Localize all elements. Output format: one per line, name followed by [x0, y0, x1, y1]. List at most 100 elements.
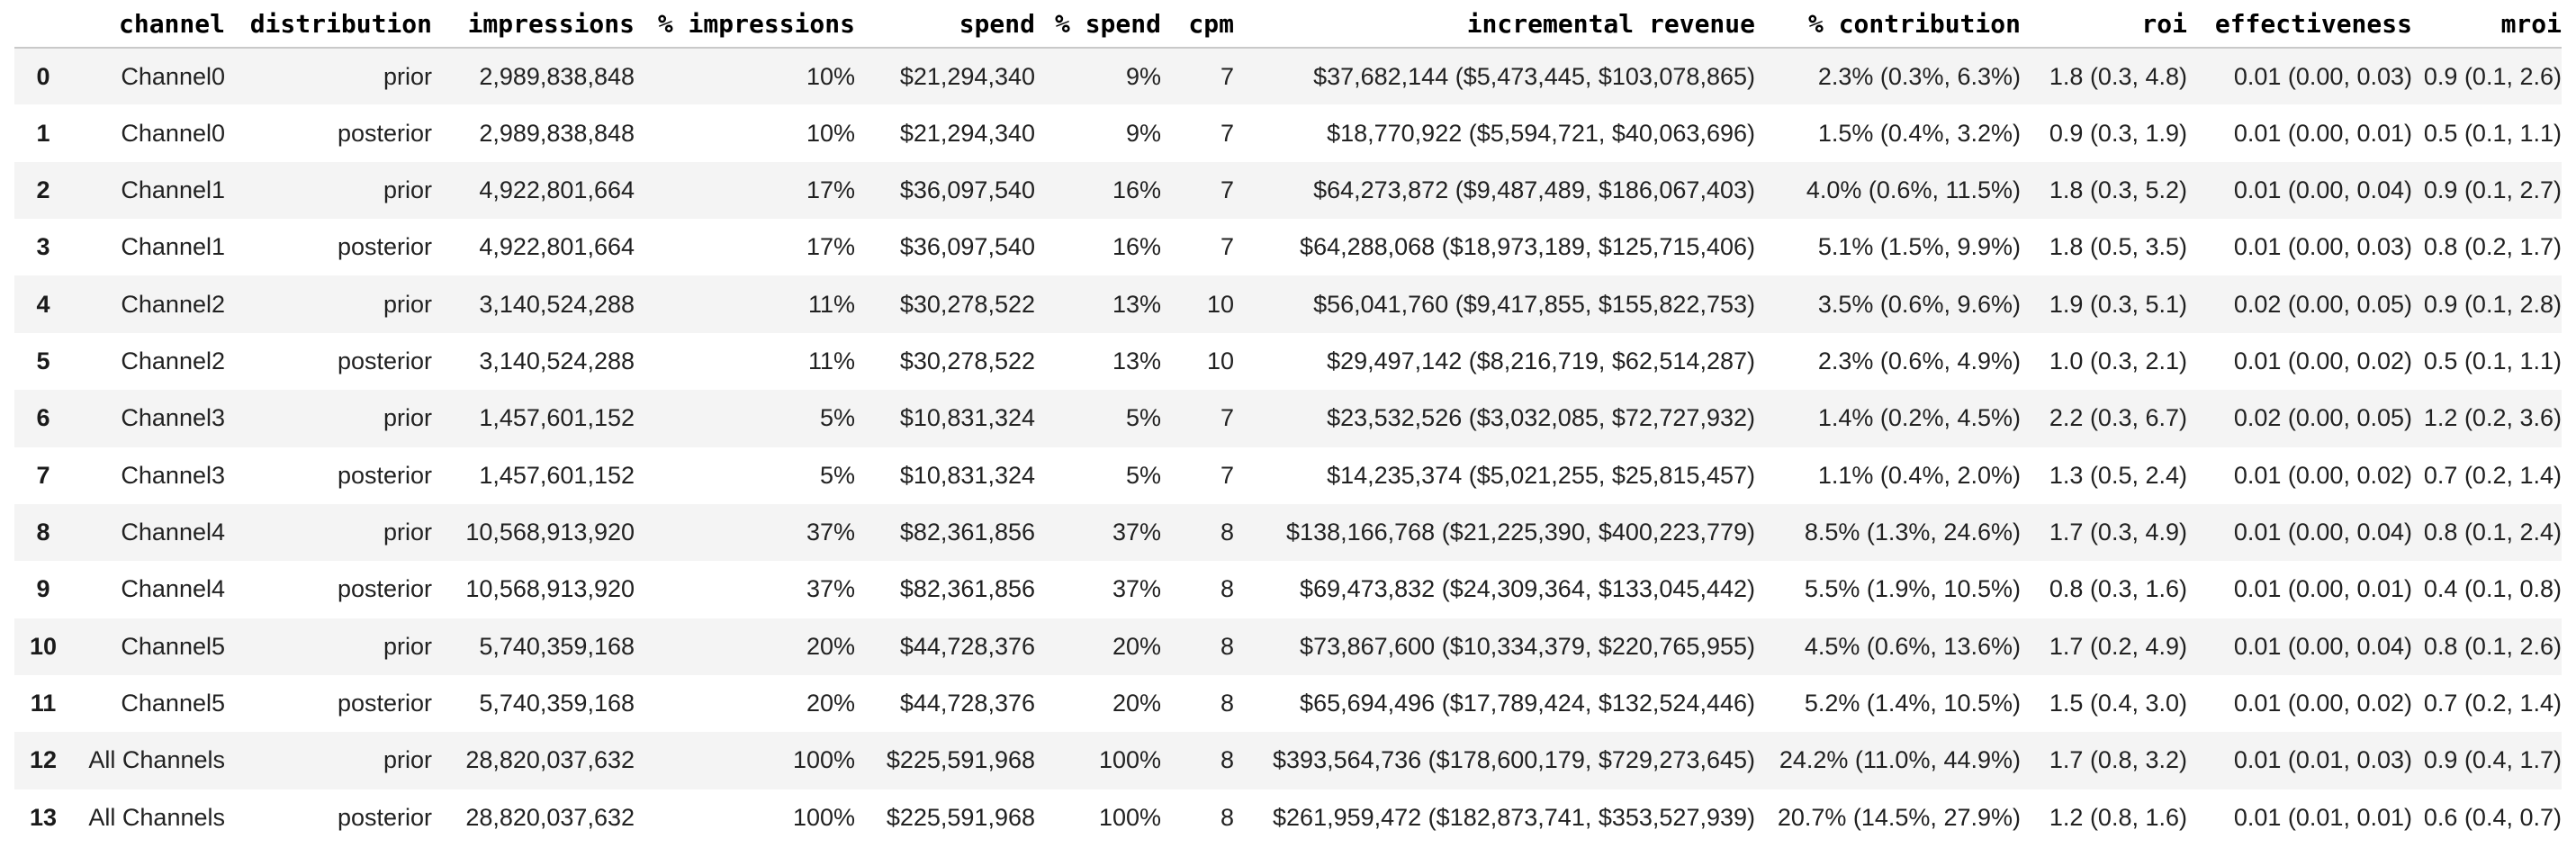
cell: posterior [337, 347, 432, 374]
row-index-cell: 7 [36, 461, 50, 489]
column-header-effectiveness: effectiveness [2187, 0, 2412, 49]
cell: 0.5 (0.1, 1.1) [2423, 347, 2562, 374]
cell: $225,591,968 [886, 746, 1035, 774]
cell: posterior [337, 690, 432, 717]
cell: 0.8 (0.1, 2.4) [2423, 519, 2562, 546]
cell: 1.1% (0.4%, 2.0%) [1817, 461, 2021, 489]
cell: 0.01 (0.00, 0.03) [2233, 62, 2412, 90]
cell: Channel1 [121, 176, 225, 203]
cell: 1.5% (0.4%, 3.2%) [1817, 119, 2021, 147]
cell: 0.9 (0.1, 2.8) [2423, 290, 2562, 318]
cell: 20% [806, 690, 855, 717]
cell: $82,361,856 [899, 519, 1035, 546]
cell: 7 [1220, 62, 1234, 90]
row-index-cell: 5 [36, 347, 50, 374]
cell: Channel2 [121, 290, 225, 318]
column-header-spend: % spend [1035, 0, 1161, 49]
column-header-cpm: cpm [1161, 0, 1234, 49]
column-header-impressions: % impressions [635, 0, 855, 49]
table-row: 0 Channel0 prior 2,989,838,848 10% $21,294,34… [14, 48, 2562, 105]
cell: 3,140,524,288 [479, 347, 635, 374]
cell: 1,457,601,152 [479, 461, 635, 489]
cell: 5% [1125, 461, 1161, 489]
cell: 0.7 (0.2, 1.4) [2423, 461, 2562, 489]
column-header-spend: spend [855, 0, 1035, 49]
cell: 0.8 (0.2, 1.7) [2423, 233, 2562, 261]
cell: 5.1% (1.5%, 9.9%) [1817, 233, 2021, 261]
cell: 10% [806, 119, 855, 147]
cell: posterior [337, 803, 432, 831]
table-row: 11 Channel5 posterior 5,740,359,168 20% $44,7… [14, 675, 2562, 732]
cell: 37% [806, 519, 855, 546]
row-index-cell: 6 [36, 404, 50, 432]
table-body: 0 Channel0 prior 2,989,838,848 10% $21,294,34… [14, 48, 2562, 846]
row-index-cell: 3 [36, 233, 50, 261]
cell: 8 [1220, 746, 1234, 774]
table-row: 8 Channel4 prior 10,568,913,920 37% $82,361,8… [14, 503, 2562, 562]
cell: 0.01 (0.00, 0.04) [2233, 632, 2412, 660]
cell: Channel5 [121, 632, 225, 660]
table-row: 4 Channel2 prior 3,140,524,288 11% $30,278,52… [14, 275, 2562, 333]
cell: 28,820,037,632 [465, 746, 635, 774]
cell: $44,728,376 [899, 690, 1035, 717]
cell: 9% [1125, 62, 1161, 90]
column-header-impressions: impressions [432, 0, 635, 49]
cell: 1.3 (0.5, 2.4) [2049, 461, 2187, 489]
cell: 1.4% (0.2%, 4.5%) [1817, 404, 2021, 432]
cell: 8 [1220, 690, 1234, 717]
cell: $225,591,968 [886, 803, 1035, 831]
table-row: 2 Channel1 prior 4,922,801,664 17% $36,097,54… [14, 161, 2562, 220]
index-column-header [14, 0, 72, 49]
cell: All Channels [88, 803, 225, 831]
table-row: 7 Channel3 posterior 1,457,601,152 5% $10,831… [14, 447, 2562, 504]
table-row: 12 All Channels prior 28,820,037,632 100% $22… [14, 732, 2562, 789]
cell: 5% [1125, 404, 1161, 432]
row-index-cell: 1 [36, 119, 50, 147]
cell: 0.02 (0.00, 0.05) [2233, 290, 2412, 318]
cell: All Channels [88, 746, 225, 774]
cell: Channel0 [121, 119, 225, 147]
cell: $23,532,526 ($3,032,085, $72,727,932) [1327, 404, 1755, 432]
cell: $36,097,540 [899, 233, 1035, 261]
cell: 10,568,913,920 [465, 519, 635, 546]
cell: 16% [1112, 233, 1161, 261]
cell: 37% [806, 575, 855, 603]
cell: 10 [1206, 290, 1234, 318]
column-header-incremental-revenue: incremental revenue [1234, 0, 1755, 49]
cell: $64,273,872 ($9,487,489, $186,067,403) [1313, 176, 1755, 203]
cell: 7 [1220, 233, 1234, 261]
cell: 20% [1112, 632, 1161, 660]
cell: 20.7% (14.5%, 27.9%) [1777, 803, 2021, 831]
column-header-contribution: % contribution [1755, 0, 2021, 49]
cell: 0.9 (0.1, 2.6) [2423, 62, 2562, 90]
cell: $30,278,522 [899, 347, 1035, 374]
cell: Channel4 [121, 575, 225, 603]
cell: 0.01 (0.00, 0.02) [2233, 347, 2412, 374]
row-index-cell: 4 [36, 290, 50, 318]
cell: Channel1 [121, 233, 225, 261]
cell: 37% [1112, 519, 1161, 546]
row-index-cell: 11 [30, 690, 57, 717]
cell: prior [383, 519, 432, 546]
cell: $21,294,340 [899, 119, 1035, 147]
cell: $69,473,832 ($24,309,364, $133,045,442) [1300, 575, 1755, 603]
cell: 0.01 (0.00, 0.01) [2233, 119, 2412, 147]
cell: 11% [807, 290, 855, 318]
cell: Channel2 [121, 347, 225, 374]
cell: 0.5 (0.1, 1.1) [2423, 119, 2562, 147]
table-row: 5 Channel2 posterior 3,140,524,288 11% $30,27… [14, 333, 2562, 390]
cell: 9% [1125, 119, 1161, 147]
row-index-cell: 0 [36, 62, 50, 90]
cell: 1.8 (0.3, 4.8) [2049, 62, 2187, 90]
column-header-roi: roi [2021, 0, 2187, 49]
cell: $44,728,376 [899, 632, 1035, 660]
cell: 2.3% (0.6%, 4.9%) [1817, 347, 2021, 374]
cell: 0.02 (0.00, 0.05) [2233, 404, 2412, 432]
row-index-cell: 8 [36, 519, 50, 546]
cell: 4.5% (0.6%, 13.6%) [1804, 632, 2021, 660]
cell: 100% [792, 746, 855, 774]
cell: 0.9 (0.4, 1.7) [2423, 746, 2562, 774]
cell: Channel0 [121, 62, 225, 90]
cell: $37,682,144 ($5,473,445, $103,078,865) [1313, 62, 1755, 90]
cell: 1.7 (0.3, 4.9) [2049, 519, 2187, 546]
